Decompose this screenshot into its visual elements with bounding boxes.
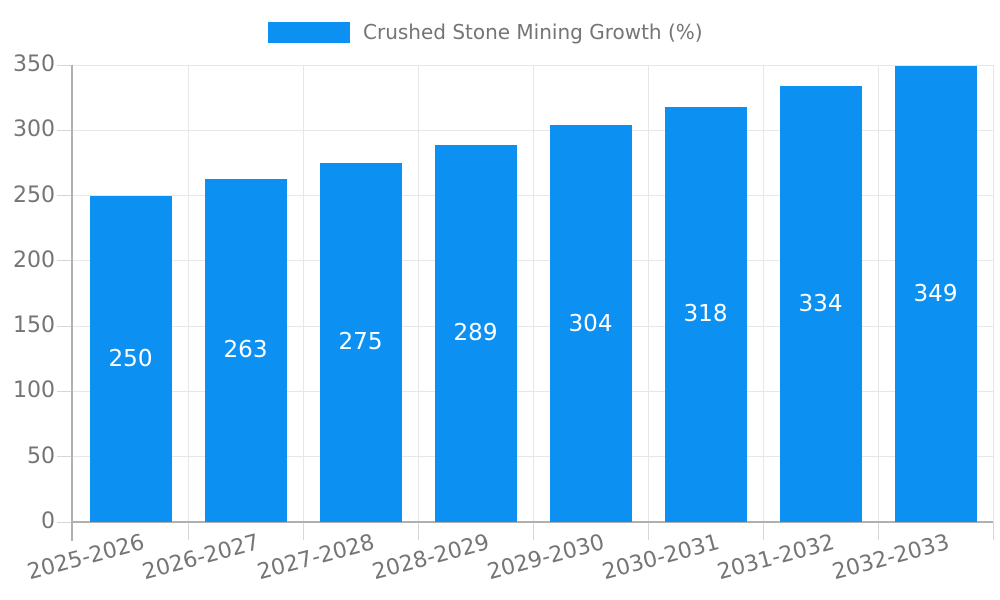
bar[interactable] [319, 162, 402, 522]
x-axis-tick [417, 522, 419, 540]
x-axis-label: 2032-2033 [829, 530, 952, 586]
y-axis-tick [57, 390, 73, 392]
y-axis-label: 350 [13, 52, 55, 77]
y-axis-label: 200 [13, 247, 55, 273]
y-axis-line [71, 65, 73, 541]
x-axis-tick [877, 522, 879, 540]
gridline-vertical [762, 65, 764, 522]
y-axis-tick [57, 129, 73, 131]
legend-item[interactable]: Crushed Stone Mining Growth (%) [268, 20, 703, 44]
bar-value-label: 318 [683, 301, 728, 328]
y-axis-tick [57, 456, 73, 458]
x-axis-tick [187, 522, 189, 540]
x-axis-tick [762, 522, 764, 540]
gridline-vertical [647, 65, 649, 522]
bar[interactable] [89, 195, 172, 522]
y-axis-tick [57, 260, 73, 262]
bar-value-label: 289 [453, 320, 498, 347]
bar[interactable] [894, 66, 977, 522]
gridline-vertical [532, 65, 534, 522]
legend-label: Crushed Stone Mining Growth (%) [363, 20, 703, 44]
y-axis-label: 0 [41, 509, 55, 534]
bar[interactable] [204, 178, 287, 522]
y-axis-label: 50 [27, 443, 55, 469]
x-axis-tick [302, 522, 304, 540]
gridline-vertical [417, 65, 419, 522]
gridline-vertical [187, 65, 189, 522]
y-axis-label: 300 [13, 117, 55, 143]
y-axis-label: 100 [13, 378, 55, 404]
bar[interactable] [779, 85, 862, 522]
y-axis-label: 250 [13, 182, 55, 208]
gridline-vertical [992, 65, 994, 522]
gridline-vertical [877, 65, 879, 522]
bar-value-label: 349 [913, 281, 958, 308]
y-axis-tick [57, 325, 73, 327]
x-axis-line [71, 521, 993, 523]
y-axis-label: 150 [13, 313, 55, 339]
x-axis-tick [532, 522, 534, 540]
x-axis-label: 2030-2031 [599, 530, 722, 586]
bar-value-label: 275 [338, 329, 383, 356]
x-axis-label: 2028-2029 [369, 530, 492, 586]
gridline-vertical [302, 65, 304, 522]
x-axis-label: 2031-2032 [714, 530, 837, 586]
y-axis-tick [57, 195, 73, 197]
x-axis-label: 2029-2030 [484, 530, 607, 586]
bar[interactable] [434, 144, 517, 522]
x-axis-label: 2027-2028 [254, 530, 377, 586]
legend-swatch-icon [268, 21, 350, 43]
bar-value-label: 334 [798, 290, 843, 317]
bar-value-label: 263 [223, 337, 268, 364]
x-axis-label: 2025-2026 [24, 530, 147, 586]
y-axis-tick [57, 521, 73, 523]
x-axis-tick [647, 522, 649, 540]
bar[interactable] [664, 106, 747, 522]
x-axis-tick [992, 522, 994, 540]
y-axis-tick [57, 64, 73, 66]
x-axis-label: 2026-2027 [139, 530, 262, 586]
bar-value-label: 250 [108, 345, 153, 372]
bar-value-label: 304 [568, 310, 613, 337]
bar[interactable] [549, 125, 632, 522]
